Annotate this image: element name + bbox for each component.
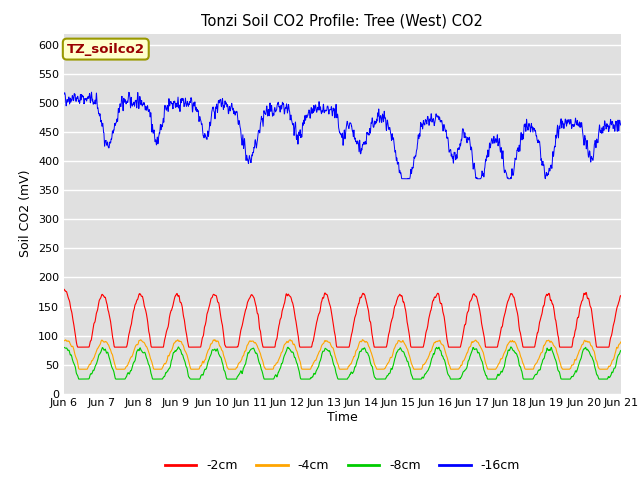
- Title: Tonzi Soil CO2 Profile: Tree (West) CO2: Tonzi Soil CO2 Profile: Tree (West) CO2: [202, 13, 483, 28]
- Y-axis label: Soil CO2 (mV): Soil CO2 (mV): [19, 170, 33, 257]
- Text: TZ_soilco2: TZ_soilco2: [67, 43, 145, 56]
- X-axis label: Time: Time: [327, 411, 358, 424]
- Legend: -2cm, -4cm, -8cm, -16cm: -2cm, -4cm, -8cm, -16cm: [160, 455, 525, 477]
